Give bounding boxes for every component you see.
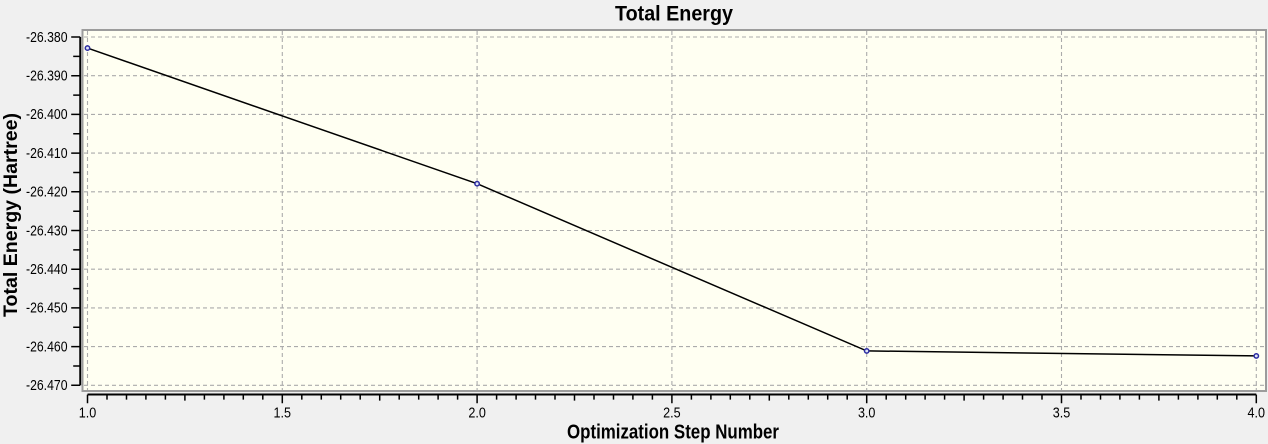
svg-text:3.5: 3.5 [1053,405,1071,421]
svg-text:1.0: 1.0 [79,405,97,421]
svg-text:-26.450: -26.450 [26,301,68,317]
svg-text:2.5: 2.5 [663,405,681,421]
svg-text:-26.430: -26.430 [26,223,68,239]
svg-text:-26.390: -26.390 [26,69,68,85]
svg-text:Total Energy (Hartree): Total Energy (Hartree) [1,113,22,317]
svg-text:-26.440: -26.440 [26,262,68,278]
svg-text:1.5: 1.5 [274,405,292,421]
svg-text:-26.380: -26.380 [26,30,68,46]
svg-text:-26.420: -26.420 [26,185,68,201]
svg-text:-26.410: -26.410 [26,146,68,162]
svg-text:-26.400: -26.400 [26,107,68,123]
svg-text:-26.460: -26.460 [26,339,68,355]
svg-text:4.0: 4.0 [1248,405,1266,421]
svg-text:-26.470: -26.470 [26,378,68,394]
svg-text:2.0: 2.0 [468,405,486,421]
svg-text:Optimization Step Number: Optimization Step Number [567,422,779,444]
svg-text:3.0: 3.0 [858,405,876,421]
svg-text:Total Energy: Total Energy [615,3,733,26]
